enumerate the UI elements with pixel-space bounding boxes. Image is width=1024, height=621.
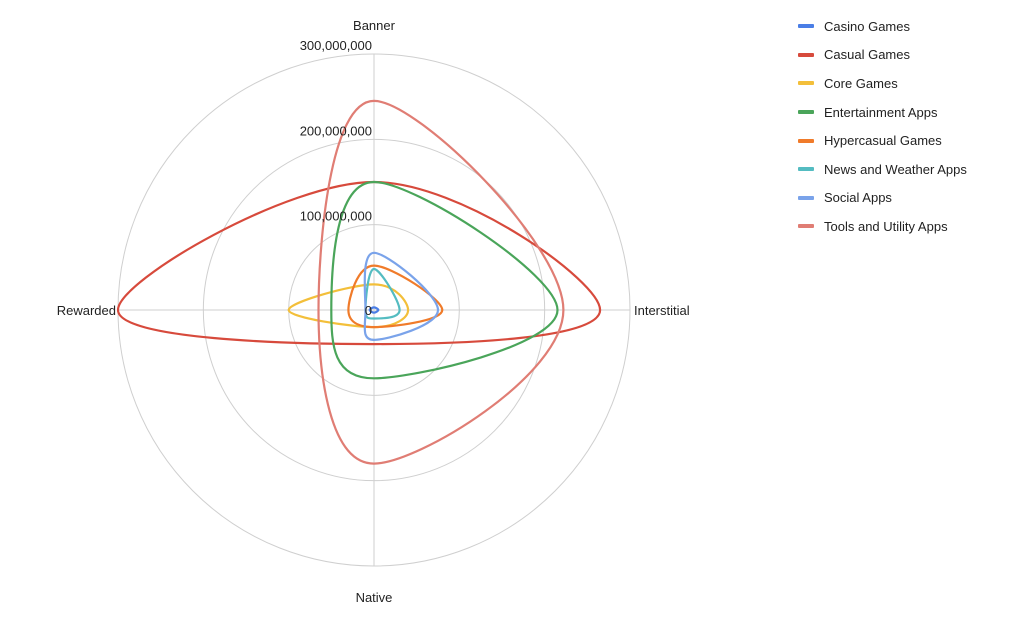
legend-label: Casual Games xyxy=(824,47,910,63)
legend-item[interactable]: Casual Games xyxy=(798,41,967,70)
legend-item[interactable]: News and Weather Apps xyxy=(798,155,967,184)
legend-swatch xyxy=(798,52,814,57)
legend-label: Entertainment Apps xyxy=(824,104,938,120)
radial-tick-label: 200,000,000 xyxy=(300,123,372,138)
legend-label: Tools and Utility Apps xyxy=(824,218,948,234)
axis-label: Interstitial xyxy=(634,303,690,318)
series-line xyxy=(347,264,444,329)
radial-tick-label: 300,000,000 xyxy=(300,38,372,53)
radial-tick-label: 0 xyxy=(365,303,372,318)
legend-swatch xyxy=(798,195,814,200)
legend-item[interactable]: Hypercasual Games xyxy=(798,126,967,155)
legend-item[interactable]: Core Games xyxy=(798,69,967,98)
legend-swatch xyxy=(798,224,814,229)
legend-label: Core Games xyxy=(824,75,898,91)
radar-grid xyxy=(117,53,631,567)
legend-label: News and Weather Apps xyxy=(824,161,967,177)
legend-item[interactable]: Entertainment Apps xyxy=(798,98,967,127)
legend-item[interactable]: Tools and Utility Apps xyxy=(798,212,967,241)
series-line xyxy=(116,180,602,346)
legend-swatch xyxy=(798,110,814,115)
axis-label: Native xyxy=(356,590,393,605)
series-line xyxy=(317,99,565,465)
legend-swatch xyxy=(798,24,814,29)
legend-label: Hypercasual Games xyxy=(824,133,942,149)
series-line xyxy=(363,251,440,341)
legend-item[interactable]: Social Apps xyxy=(798,184,967,213)
legend-item[interactable]: Casino Games xyxy=(798,12,967,41)
axis-label: Banner xyxy=(353,18,396,33)
legend-label: Casino Games xyxy=(824,18,910,34)
legend: Casino Games Casual Games Core Games Entert… xyxy=(798,12,967,241)
radar-series-group xyxy=(116,99,602,465)
legend-swatch xyxy=(798,81,814,86)
axis-label: Rewarded xyxy=(57,303,116,318)
legend-swatch xyxy=(798,167,814,172)
legend-swatch xyxy=(798,138,814,143)
series-line xyxy=(368,306,380,314)
series-line xyxy=(330,180,559,380)
radar-labels: Banner Interstitial Native Rewarded 0 100,000… xyxy=(57,18,690,605)
radial-tick-label: 100,000,000 xyxy=(300,209,372,224)
legend-label: Social Apps xyxy=(824,190,892,206)
